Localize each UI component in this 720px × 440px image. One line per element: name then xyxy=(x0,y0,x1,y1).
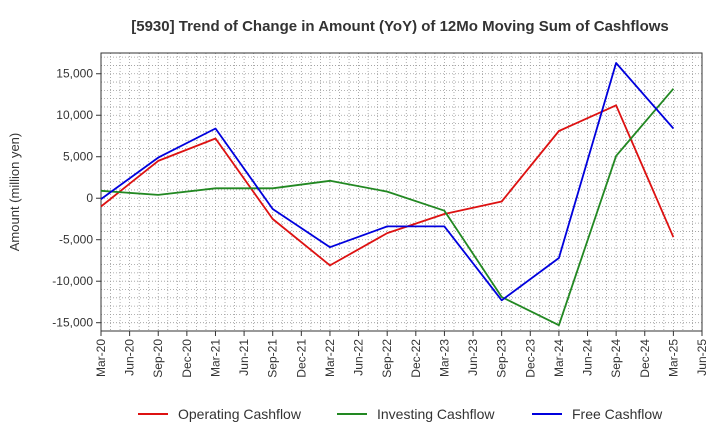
y-axis-title: Amount (million yen) xyxy=(7,133,22,252)
x-tick-label: Sep-20 xyxy=(151,339,165,378)
x-tick-label: Dec-24 xyxy=(638,339,652,378)
y-axis: 15,000 10,000 5,000 0 -5,000 -10,000 -15,000 xyxy=(52,67,101,330)
x-tick-label: Mar-21 xyxy=(208,339,222,377)
x-tick-label: Mar-23 xyxy=(437,339,451,377)
y-tick-label: 5,000 xyxy=(63,150,93,164)
y-tick-label: 10,000 xyxy=(56,108,93,122)
legend: Operating Cashflow Investing Cashflow Free… xyxy=(138,406,663,422)
x-tick-label: Jun-22 xyxy=(352,339,366,376)
grid xyxy=(101,53,702,331)
x-tick-label: Mar-20 xyxy=(94,339,108,377)
x-tick-label: Sep-21 xyxy=(266,339,280,378)
y-tick-label: -15,000 xyxy=(52,316,93,330)
x-tick-label: Jun-20 xyxy=(123,339,137,376)
x-tick-label: Jun-23 xyxy=(466,339,480,376)
x-axis: Mar-20 Jun-20 Sep-20 Dec-20 Mar-21 Jun-21 Sep-… xyxy=(94,331,709,378)
x-tick-label: Jun-24 xyxy=(581,339,595,376)
x-tick-label: Jun-25 xyxy=(695,339,709,376)
x-tick-label: Sep-24 xyxy=(609,339,623,378)
x-tick-label: Dec-22 xyxy=(409,339,423,378)
series-line-investing-cashflow xyxy=(100,88,675,327)
y-tick-label: 15,000 xyxy=(56,67,93,81)
y-tick-label: -5,000 xyxy=(59,233,93,247)
x-tick-label: Jun-21 xyxy=(237,339,251,376)
y-tick-label: -10,000 xyxy=(52,274,93,288)
x-tick-label: Dec-21 xyxy=(294,339,308,378)
x-tick-label: Dec-20 xyxy=(180,339,194,378)
x-tick-label: Sep-23 xyxy=(495,339,509,378)
x-tick-label: Mar-24 xyxy=(552,339,566,377)
y-tick-label: 0 xyxy=(86,191,93,205)
legend-label-free-cashflow: Free Cashflow xyxy=(572,406,663,422)
x-tick-label: Dec-23 xyxy=(523,339,537,378)
x-tick-label: Sep-22 xyxy=(380,339,394,378)
legend-label-investing-cashflow: Investing Cashflow xyxy=(377,406,495,422)
legend-label-operating-cashflow: Operating Cashflow xyxy=(178,406,302,422)
plot-frame xyxy=(100,52,703,332)
series-line-operating-cashflow xyxy=(100,104,675,267)
series-lines xyxy=(100,62,675,327)
chart-title: [5930] Trend of Change in Amount (YoY) o… xyxy=(131,18,669,35)
x-tick-label: Mar-22 xyxy=(323,339,337,377)
x-tick-label: Mar-25 xyxy=(666,339,680,377)
series-line-free-cashflow xyxy=(100,62,675,302)
